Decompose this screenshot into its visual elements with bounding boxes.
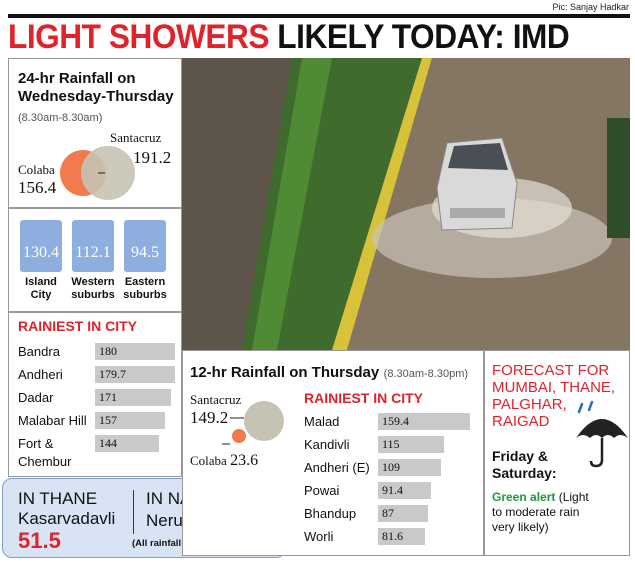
rainiest-row-bar: 157 <box>95 412 165 429</box>
rain12-colaba-value: 23.6 <box>230 452 259 469</box>
thane-place: Kasarvadavli <box>18 509 116 528</box>
forecast-title-line2: MUMBAI, THANE, <box>492 379 616 396</box>
zone-value-box: 94.5 <box>124 220 166 272</box>
rain12-period: (8.30am-8.30pm) <box>383 368 469 380</box>
forecast-title-line1: FORECAST FOR <box>492 362 610 379</box>
forecast-alert-label: Green alert <box>492 490 556 504</box>
rain12-santacruz-label: Santacruz <box>190 392 242 407</box>
rainiest-row-bar: 171 <box>95 389 171 406</box>
forecast-title: FORECAST FOR MUMBAI, THANE, PALGHAR, RAI… <box>492 362 615 430</box>
rainiest-row-bar: 180 <box>95 343 175 360</box>
forecast-alert: Green alert (Light to moderate rain very… <box>492 490 628 535</box>
rainiest-row-name: Andheri <box>18 367 63 382</box>
zone-value-box: 130.4 <box>20 220 62 272</box>
forecast-days: Friday & Saturday: <box>492 448 557 482</box>
rainiest-row-name: Andheri (E) <box>304 460 370 475</box>
rainiest-row-bar: 91.4 <box>378 482 431 499</box>
rainiest-row-name: Kandivli <box>304 437 350 452</box>
rain12-bubbles <box>222 401 284 445</box>
thane-navi-divider <box>133 490 134 534</box>
rain12-santacruz-value: 149.2 <box>190 408 229 427</box>
rain24-period: (8.30am-8.30am) <box>18 112 103 124</box>
thane-value: 51.5 <box>18 528 61 553</box>
rainiest-row-bar: 87 <box>378 505 428 522</box>
rain12-header: 12-hr Rainfall on Thursday (8.30am-8.30p… <box>190 364 468 382</box>
forecast-title-line3: PALGHAR, <box>492 396 567 413</box>
rainiest-row-name: Fort & <box>18 436 54 451</box>
zone-label-line1: Western <box>71 276 115 288</box>
rain24-colaba-label: Colaba <box>18 162 55 177</box>
rainiest-row-bar: 144 <box>95 435 159 452</box>
rain24-santacruz-bubble <box>81 146 135 200</box>
zone-label-line2: suburbs <box>71 289 115 301</box>
rain12-panel <box>182 350 484 556</box>
rain12-santacruz-bubble <box>244 401 284 441</box>
rain12-title: 12-hr Rainfall on Thursday <box>190 364 380 381</box>
forecast-title-line4: RAIGAD <box>492 413 550 430</box>
headline-part1: LIGHT SHOWERS <box>8 18 269 56</box>
rainiest-row-bar: 115 <box>378 436 444 453</box>
umbrella-icon <box>576 400 628 468</box>
thane-title: IN THANE <box>18 489 98 508</box>
forecast-alert-text1: (Light <box>555 490 589 504</box>
zone-value-box: 112.1 <box>72 220 114 272</box>
forecast-days-line1: Friday & <box>492 448 549 464</box>
zone-label-line1: Island <box>25 276 57 288</box>
rainiest-row-name: Malad <box>304 414 340 429</box>
forecast-panel <box>484 350 630 556</box>
rainiest-row-name: Bandra <box>18 344 60 359</box>
rain12-colaba-line: Colaba 23.6 <box>190 452 258 470</box>
rain24-santacruz-label: Santacruz <box>110 130 162 145</box>
forecast-days-line2: Saturday: <box>492 465 557 481</box>
rainiest12-title: RAINIEST IN CITY <box>304 390 424 406</box>
zone-label-line2: City <box>30 289 52 301</box>
rainiest24-title: RAINIEST IN CITY <box>18 318 138 334</box>
top-rule <box>8 14 630 18</box>
rain12-colaba-label: Colaba <box>190 453 227 468</box>
rainiest-row-name: Worli <box>304 529 334 544</box>
rain12-colaba-bubble <box>232 429 246 443</box>
rainiest-row-name: Dadar <box>18 390 54 405</box>
forecast-alert-text3: very likely) <box>492 520 549 534</box>
rainiest-row-bar: 81.6 <box>378 528 425 545</box>
rain24-colaba-value: 156.4 <box>18 178 57 197</box>
rainiest-row-name: Malabar Hill <box>18 413 87 428</box>
flooded-road-photo <box>182 58 630 350</box>
rainiest-row-name-line2: Chembur <box>18 454 72 469</box>
rain24-santacruz-value: 191.2 <box>133 148 172 167</box>
navi-place: Nerul <box>146 511 187 530</box>
rainiest-row-name: Powai <box>304 483 340 498</box>
rain24-title: 24-hr Rainfall on Wednesday-Thursday <box>18 70 174 106</box>
rainiest-row-bar: 179.7 <box>95 366 175 383</box>
headline-part2: LIKELY TODAY: IMD <box>277 18 570 56</box>
rain24-title-line2: Wednesday-Thursday <box>18 88 174 105</box>
photo-credit: Pic: Sanjay Hadkar <box>552 2 629 12</box>
zone-label-line1: Eastern <box>124 276 166 288</box>
rainiest-row-name: Bhandup <box>304 506 357 521</box>
headline: LIGHT SHOWERS LIKELY TODAY: IMD <box>8 18 570 57</box>
forecast-alert-text2: to moderate rain <box>492 505 580 519</box>
rainiest-row-bar: 159.4 <box>378 413 470 430</box>
zone-label-line2: suburbs <box>123 289 167 301</box>
rainiest-row-bar: 109 <box>378 459 441 476</box>
rain24-title-line1: 24-hr Rainfall on <box>18 70 136 87</box>
rain24-bubbles <box>60 146 135 200</box>
